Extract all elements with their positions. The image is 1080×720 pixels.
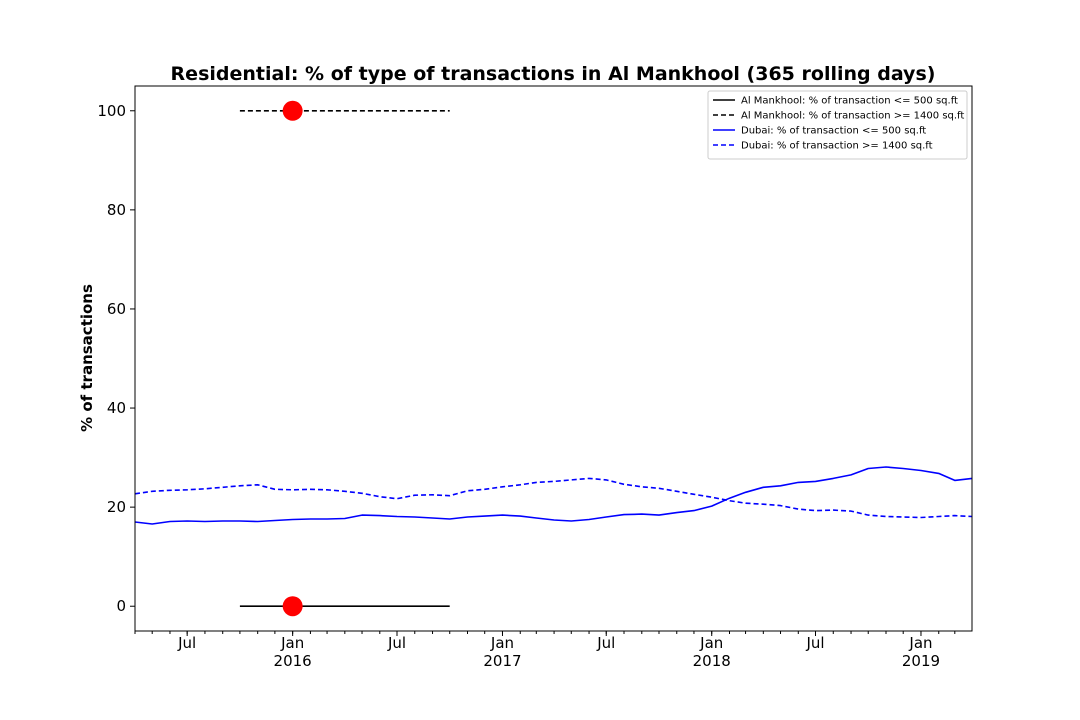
plot-frame	[134, 85, 973, 632]
x-tick-label: Jul	[805, 634, 824, 652]
legend-entry: Al Mankhool: % of transaction <= 500 sq.…	[741, 96, 958, 107]
x-tick-label: Jan	[699, 634, 723, 652]
y-tick-label: 80	[107, 201, 126, 219]
y-tick-label: 60	[107, 300, 126, 318]
y-tick-label: 20	[107, 498, 126, 516]
data-point-marker	[282, 100, 303, 121]
y-tick-label: 40	[107, 399, 126, 417]
data-point-marker	[282, 596, 303, 617]
chart-title: Residential: % of type of transactions i…	[171, 63, 936, 85]
x-tick-label: Jul	[387, 634, 406, 652]
legend-entry: Al Mankhool: % of transaction >= 1400 sq…	[741, 111, 964, 122]
legend-entry: Dubai: % of transaction <= 500 sq.ft	[741, 126, 926, 137]
x-tick-year-label: 2019	[902, 652, 940, 670]
y-tick-label: 100	[97, 102, 126, 120]
x-tick-label: Jan	[280, 634, 304, 652]
x-tick-label: Jan	[908, 634, 932, 652]
x-tick-label: Jul	[177, 634, 196, 652]
y-tick-label: 0	[116, 597, 126, 615]
x-tick-label: Jan	[490, 634, 514, 652]
x-tick-year-label: 2016	[274, 652, 312, 670]
legend-entry: Dubai: % of transaction >= 1400 sq.ft	[741, 141, 933, 152]
y-axis-label: % of transactions	[78, 284, 96, 432]
series-line-3	[134, 466, 973, 525]
legend: Al Mankhool: % of transaction <= 500 sq.…	[707, 90, 968, 160]
series-line-4	[134, 477, 973, 519]
legend-box	[707, 90, 968, 160]
x-tick-year-label: 2018	[693, 652, 731, 670]
x-tick-year-label: 2017	[483, 652, 521, 670]
x-tick-label: Jul	[596, 634, 615, 652]
